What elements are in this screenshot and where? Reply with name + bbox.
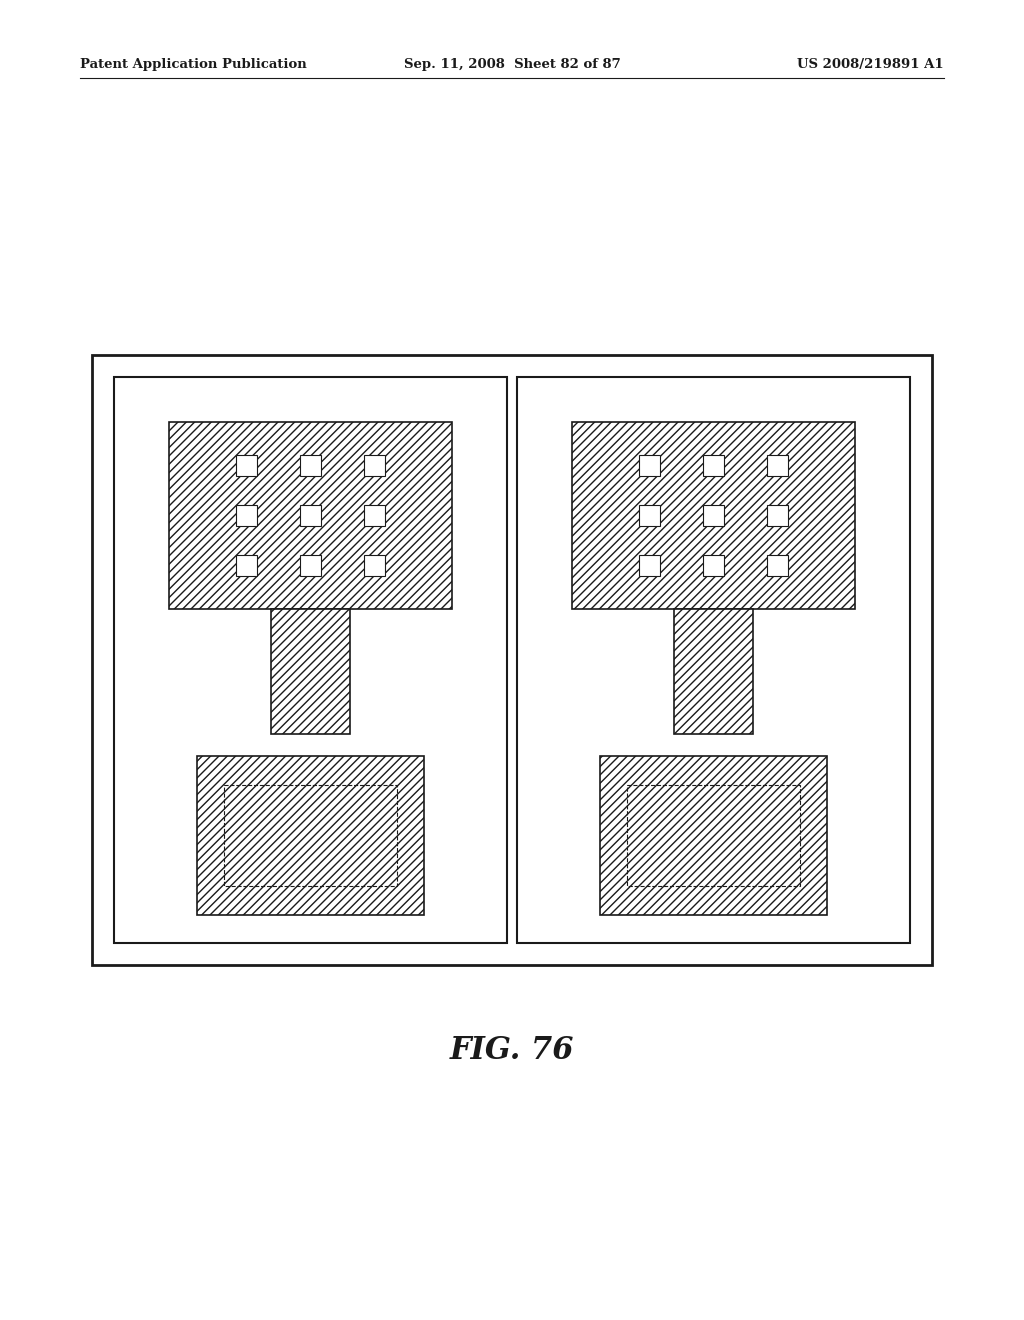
Bar xyxy=(703,506,724,527)
Bar xyxy=(627,785,800,886)
Text: Patent Application Publication: Patent Application Publication xyxy=(80,58,307,71)
Bar xyxy=(300,455,321,477)
Text: Sep. 11, 2008  Sheet 82 of 87: Sep. 11, 2008 Sheet 82 of 87 xyxy=(403,58,621,71)
Bar xyxy=(300,506,321,527)
Bar xyxy=(639,554,659,576)
Bar xyxy=(300,554,321,576)
Text: US 2008/219891 A1: US 2008/219891 A1 xyxy=(798,58,944,71)
Bar xyxy=(517,378,910,942)
Bar xyxy=(224,785,397,886)
Bar xyxy=(768,506,788,527)
Bar xyxy=(169,422,452,609)
Bar xyxy=(271,609,350,734)
Bar xyxy=(639,455,659,477)
Bar xyxy=(703,554,724,576)
Bar xyxy=(768,554,788,576)
Bar xyxy=(114,378,507,942)
Text: FIG. 76: FIG. 76 xyxy=(450,1035,574,1067)
Bar xyxy=(236,506,256,527)
Bar xyxy=(674,609,753,734)
Bar xyxy=(599,756,827,915)
Bar xyxy=(236,554,256,576)
Bar xyxy=(639,506,659,527)
Bar xyxy=(236,455,256,477)
Bar xyxy=(197,756,425,915)
Bar xyxy=(365,554,385,576)
Bar xyxy=(703,455,724,477)
Bar xyxy=(768,455,788,477)
Bar xyxy=(92,355,932,965)
Bar xyxy=(365,506,385,527)
Bar xyxy=(365,455,385,477)
Bar xyxy=(572,422,855,609)
